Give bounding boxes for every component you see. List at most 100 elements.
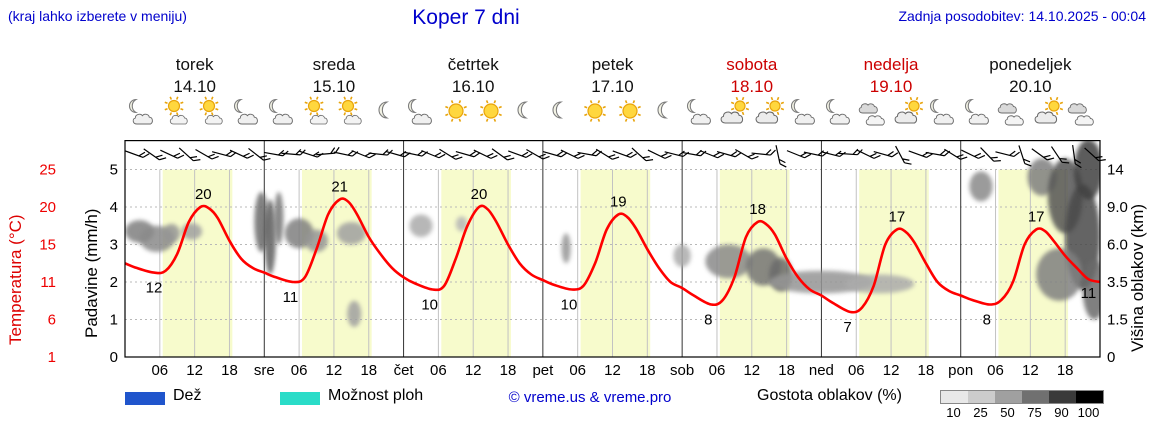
weather-icon-cloud-sun [1031,96,1065,128]
day-date: 19.10 [869,77,913,97]
weather-icon-cloud-moon [265,96,299,128]
icon-svg [657,101,668,119]
weather-icon-clouds [996,96,1030,128]
icon-svg [1067,103,1094,126]
svg-text:12: 12 [186,362,203,379]
weather-icon-cloud-moon [404,96,438,128]
svg-text:06: 06 [709,362,726,379]
day-name: torek [175,55,214,74]
svg-text:17: 17 [889,209,906,226]
svg-text:3.5: 3.5 [1107,274,1128,291]
svg-text:18: 18 [778,362,795,379]
svg-text:06: 06 [848,362,865,379]
svg-text:18: 18 [749,201,766,218]
day-header-nedelja: nedelja 19.10 [821,54,961,98]
icon-svg [199,96,223,125]
cloud-density-tick: 100 [1077,405,1100,420]
weather-icon-cloud-sun [891,96,925,128]
weather-icon-sun [613,96,647,128]
icon-svg [686,98,711,125]
day-name: nedelja [863,55,919,74]
svg-text:15: 15 [39,237,56,254]
cloud-density-swatch-75 [1022,391,1049,403]
cloud-density-tick-labels: 10 25 50 75 90 100 [940,405,1104,420]
icon-svg [233,98,258,125]
cloud-density-tick: 10 [946,405,961,420]
icon-svg [338,96,362,125]
day-header-ponedeljek: ponedeljek 20.10 [960,54,1100,98]
svg-text:14: 14 [1107,162,1124,179]
day-name: sobota [726,55,778,74]
svg-text:1: 1 [110,312,118,329]
icon-svg [825,98,850,125]
icon-svg [378,101,390,119]
svg-text:12: 12 [326,362,343,379]
day-date: 16.10 [451,77,495,97]
weather-icon-cloud-moon [822,96,856,128]
weather-icon-sun-cloud [195,96,229,128]
icon-svg [930,98,955,125]
icon-svg [755,96,785,124]
icon-svg [720,96,750,124]
svg-text:10: 10 [561,297,578,314]
svg-text:18: 18 [918,362,935,379]
last-update-label: Zadnja posodobitev: 14.10.2025 - 00:04 [898,8,1146,24]
svg-text:18: 18 [360,362,377,379]
svg-text:12: 12 [1022,362,1039,379]
svg-text:18: 18 [1057,362,1074,379]
svg-text:20: 20 [39,199,56,216]
icon-svg [584,100,606,122]
icon-svg [858,103,885,126]
svg-text:1.5: 1.5 [1107,312,1128,329]
cloud-density-tick: 25 [973,405,988,420]
cloud-density-tick: 75 [1027,405,1042,420]
svg-text:pon: pon [948,362,973,379]
day-date: 15.10 [312,77,356,97]
svg-text:11: 11 [1081,285,1097,302]
svg-text:6: 6 [48,312,56,329]
cloud-density-scale: 10 25 50 75 90 100 [940,390,1104,420]
icon-svg [997,103,1024,126]
day-header-petek: petek 17.10 [543,54,683,98]
weather-icon-cloud-sun [752,96,786,128]
day-date: 20.10 [1009,77,1052,97]
day-name: sreda [312,55,356,74]
icon-svg [552,101,564,119]
weather-icon-clouds [1066,96,1100,128]
icon-svg [407,98,432,125]
copyright-link[interactable]: © vreme.us & vreme.pro [508,389,672,406]
rain-legend-label: Dež [173,387,202,404]
svg-text:2: 2 [110,274,118,291]
cloud-density-swatch-25 [968,391,995,403]
svg-text:17: 17 [1028,209,1045,226]
icon-svg [619,100,641,122]
svg-text:10: 10 [421,297,438,314]
day-date: 14.10 [173,77,216,97]
weather-icon-moon [508,96,542,128]
icon-svg [164,96,188,125]
svg-text:11: 11 [40,274,56,291]
svg-text:4: 4 [110,199,118,216]
cloud-density-label: Gostota oblakov (%) [757,387,902,404]
svg-text:3: 3 [110,237,118,254]
svg-text:18: 18 [639,362,656,379]
cloud-density-tick: 50 [1000,405,1015,420]
svg-text:12: 12 [883,362,900,379]
svg-text:12: 12 [146,280,163,297]
svg-text:7: 7 [843,319,851,336]
rain-legend-swatch [125,392,165,405]
weather-icon-cloud-moon [683,96,717,128]
weather-icon-clouds [857,96,891,128]
svg-text:5: 5 [110,162,118,179]
day-date: 17.10 [591,77,634,97]
day-name: četrtek [447,55,499,74]
svg-text:25: 25 [39,162,56,179]
svg-text:06: 06 [569,362,586,379]
icon-svg [479,100,502,122]
svg-text:06: 06 [291,362,308,379]
weather-icon-cloud-sun [717,96,751,128]
weather-icon-moon [648,96,682,128]
svg-text:sre: sre [254,362,275,379]
weather-icon-cloud-moon [961,96,995,128]
weather-icon-sun-cloud [334,96,368,128]
